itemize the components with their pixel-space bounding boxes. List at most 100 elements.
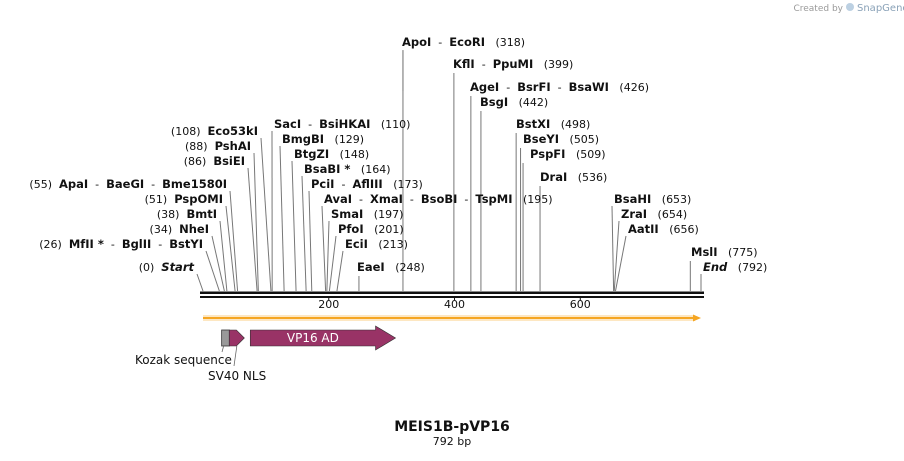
cut-site-line <box>254 153 258 291</box>
enzyme-label[interactable]: EaeI (248) <box>357 260 425 274</box>
enzyme-label[interactable]: AgeI - BsrFI - BsaWI (426) <box>470 80 649 94</box>
enzyme-label[interactable]: SmaI (197) <box>331 207 403 221</box>
enzyme-label[interactable]: PciI - AflIII (173) <box>311 177 423 191</box>
axis-tick-400: 400 <box>444 296 465 311</box>
enzyme-site-nhei[interactable]: (34) NheI <box>150 222 225 291</box>
name-separator: - <box>301 118 319 131</box>
enzyme-label[interactable]: (108) Eco53kI <box>171 124 258 138</box>
cut-site-line <box>292 161 296 291</box>
name-separator: - <box>475 58 493 71</box>
cut-site-line <box>327 221 329 291</box>
cut-site-line <box>612 206 614 291</box>
enzyme-label[interactable]: AatII (656) <box>628 222 699 236</box>
orf-arrowhead <box>693 315 701 322</box>
name-separator: - <box>551 81 569 94</box>
enzyme-label[interactable]: (34) NheI <box>150 222 209 236</box>
enzyme-site-pfoi[interactable]: PfoI (201) <box>329 222 403 291</box>
enzyme-site-agei[interactable]: AgeI - BsrFI - BsaWI (426) <box>470 80 649 291</box>
enzyme-name: BtgZI <box>294 147 329 161</box>
enzyme-site-pspfi[interactable]: PspFI (509) <box>523 147 605 291</box>
enzyme-name: PpuMI <box>493 57 534 71</box>
enzyme-name: NheI <box>179 222 209 236</box>
enzyme-position: (197) <box>363 208 403 221</box>
enzyme-name: BsaWI <box>569 80 609 94</box>
name-separator: - <box>352 193 370 206</box>
enzyme-label[interactable]: MslI (775) <box>691 245 758 259</box>
enzyme-label[interactable]: BmgBI (129) <box>282 132 364 146</box>
enzyme-label[interactable]: (55) ApaI - BaeGI - Bme1580I <box>29 177 227 191</box>
name-separator: - <box>88 178 106 191</box>
enzyme-name: EcoRI <box>449 35 485 49</box>
enzyme-name: SmaI <box>331 207 363 221</box>
name-separator: - <box>431 36 449 49</box>
enzyme-label[interactable]: BsgI (442) <box>480 95 548 109</box>
enzyme-name: PfoI <box>338 222 364 236</box>
orf-track[interactable] <box>203 315 701 322</box>
enzyme-label[interactable]: PspFI (509) <box>530 147 606 161</box>
enzyme-position: (0) <box>139 261 162 274</box>
enzyme-label[interactable]: (26) MfII * - BglII - BstYI <box>39 237 203 251</box>
feature-kozak-sequence[interactable]: Kozak sequence <box>135 330 232 367</box>
enzyme-label[interactable]: End (792) <box>703 260 767 274</box>
enzyme-site-eaei[interactable]: EaeI (248) <box>357 260 425 291</box>
enzyme-label[interactable]: BstXI (498) <box>516 117 590 131</box>
enzyme-label[interactable]: PfoI (201) <box>338 222 404 236</box>
enzyme-label[interactable]: EciI (213) <box>345 237 408 251</box>
enzyme-label[interactable]: BsaHI (653) <box>614 192 691 206</box>
enzyme-name: XmaI <box>370 192 403 206</box>
enzyme-name: AvaI <box>324 192 352 206</box>
sv40-nls-arrow[interactable] <box>229 330 244 346</box>
enzyme-label[interactable]: AvaI - XmaI - BsoBI - TspMI (195) <box>324 192 553 206</box>
enzyme-name: AgeI <box>470 80 499 94</box>
cut-site-line <box>302 176 306 291</box>
cut-site-line <box>614 221 619 291</box>
cut-site-line <box>261 138 271 291</box>
enzyme-site-drai[interactable]: DraI (536) <box>540 170 607 291</box>
enzyme-name: AflIII <box>352 177 382 191</box>
enzyme-sites: ApoI - EcoRI (318) KflI - PpuMI (399) AgeI… <box>29 35 767 291</box>
enzyme-site-start[interactable]: (0) Start <box>139 260 203 291</box>
enzyme-site-apoi[interactable]: ApoI - EcoRI (318) <box>402 35 525 291</box>
enzyme-label[interactable]: ApoI - EcoRI (318) <box>402 35 525 49</box>
enzyme-label[interactable]: (0) Start <box>139 260 195 274</box>
enzyme-name: AatII <box>628 222 659 236</box>
enzyme-label[interactable]: BseYI (505) <box>523 132 599 146</box>
enzyme-position: (110) <box>370 118 410 131</box>
enzyme-name: BseYI <box>523 132 559 146</box>
enzyme-name: MslI <box>691 245 718 259</box>
cut-site-line <box>280 146 284 291</box>
cut-site-line <box>220 221 227 291</box>
enzyme-position: (26) <box>39 238 69 251</box>
enzyme-label[interactable]: (51) PspOMI <box>145 192 223 206</box>
enzyme-site-end[interactable]: End (792) <box>701 260 767 291</box>
enzyme-name: Bme1580I <box>162 177 227 191</box>
enzyme-label[interactable]: BtgZI (148) <box>294 147 369 161</box>
enzyme-label[interactable]: DraI (536) <box>540 170 607 184</box>
enzyme-name: BstXI <box>516 117 550 131</box>
feature-vp16-ad[interactable]: VP16 AD <box>250 326 395 350</box>
tick-label: 200 <box>318 298 339 311</box>
enzyme-label[interactable]: (88) PshAI <box>185 139 251 153</box>
enzyme-label[interactable]: ZraI (654) <box>621 207 687 221</box>
enzyme-site-aatii[interactable]: AatII (656) <box>615 222 698 291</box>
enzyme-label[interactable]: (38) BmtI <box>157 207 217 221</box>
enzyme-position: (108) <box>171 125 208 138</box>
kozak-box[interactable] <box>222 330 230 346</box>
cut-site-line <box>309 191 312 291</box>
sv40-nls-leader <box>234 346 237 366</box>
enzyme-label[interactable]: (86) BsiEI <box>184 154 245 168</box>
enzyme-label[interactable]: KflI - PpuMI (399) <box>453 57 573 71</box>
cut-site-line <box>337 251 343 291</box>
enzyme-name: BsoBI <box>421 192 458 206</box>
enzyme-label[interactable]: BsaBI * (164) <box>304 162 391 176</box>
enzyme-position: (34) <box>150 223 180 236</box>
enzyme-name: DraI <box>540 170 567 184</box>
enzyme-position: (88) <box>185 140 215 153</box>
enzyme-position: (509) <box>565 148 605 161</box>
enzyme-site-zrai[interactable]: ZraI (654) <box>614 207 687 291</box>
enzyme-label[interactable]: SacI - BsiHKAI (110) <box>274 117 410 131</box>
enzyme-position: (195) <box>513 193 553 206</box>
enzyme-name: PspFI <box>530 147 565 161</box>
